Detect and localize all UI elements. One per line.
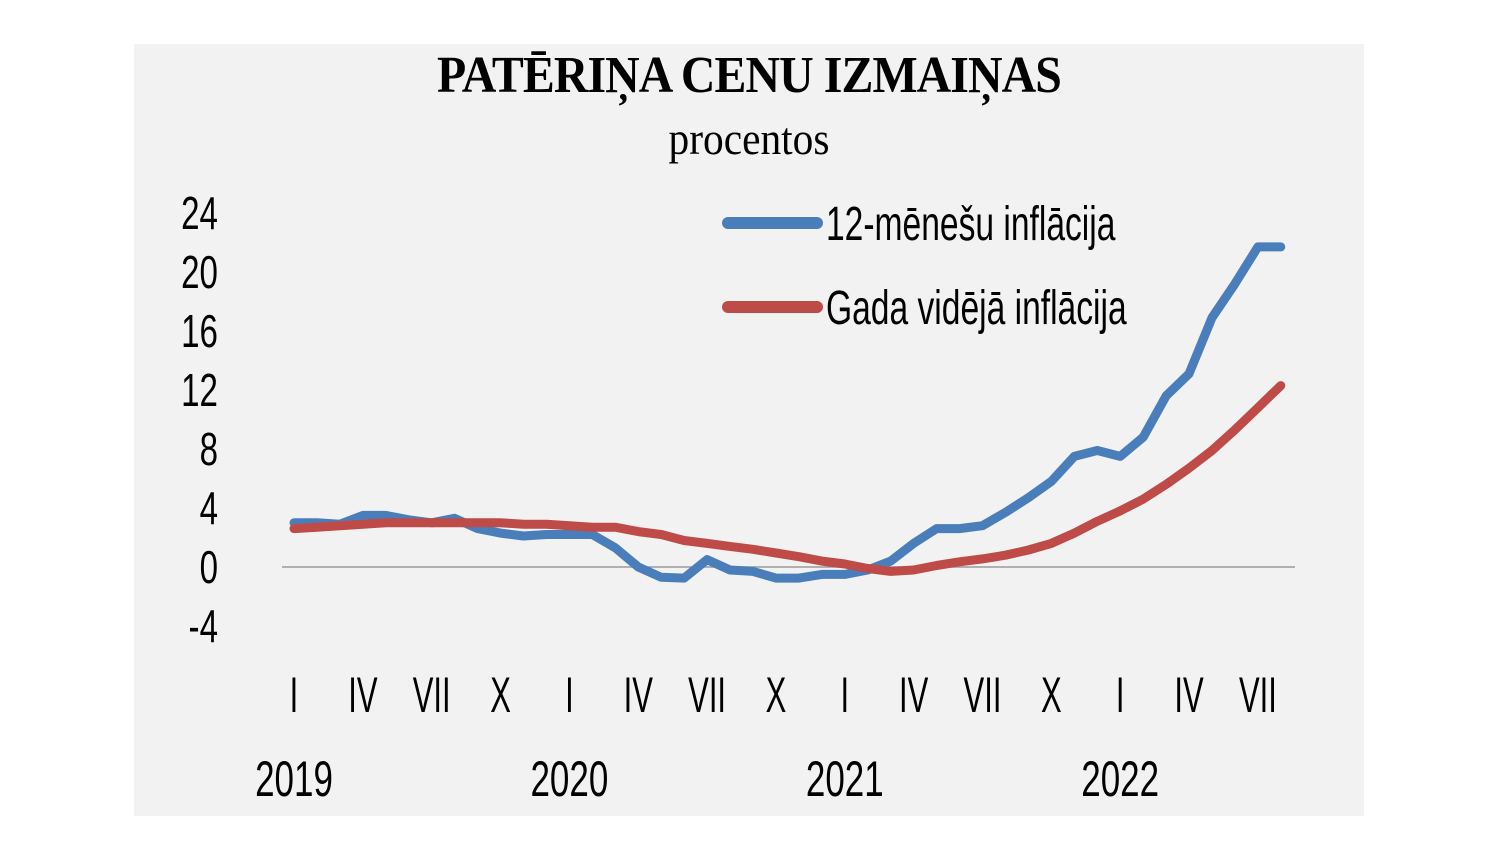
chart-title: PATĒRIŅA CENU IZMAIŅAS	[437, 47, 1062, 104]
x-month-tick-label: IV	[348, 666, 377, 722]
y-tick-label: 8	[200, 425, 218, 475]
series-annual-average-inflation-line	[289, 381, 1286, 576]
y-tick-label: 0	[200, 543, 218, 593]
x-month-tick-label: IV	[1174, 666, 1203, 722]
x-month-tick-label: I	[565, 666, 574, 722]
x-month-tick-label: VII	[413, 666, 451, 722]
x-year-label: 2021	[806, 752, 884, 808]
y-tick-label: 20	[181, 248, 218, 298]
y-tick-label: 24	[181, 189, 218, 239]
chart-panel	[134, 44, 1364, 816]
x-month-tick-label: X	[1041, 666, 1062, 722]
x-year-label: 2022	[1081, 752, 1159, 808]
series-lines	[289, 242, 1286, 583]
x-month-tick-label: VII	[688, 666, 726, 722]
legend: 12-mēnešu inflācija Gada vidējā inflācija	[722, 196, 1127, 334]
x-month-tick-label: X	[766, 666, 787, 722]
x-month-tick-label: VII	[1239, 666, 1277, 722]
series-12-month-inflation-line	[289, 242, 1286, 583]
legend-label-12-month: 12-mēnešu inflācija	[826, 196, 1116, 250]
y-tick-label: 16	[181, 307, 218, 357]
x-month-tick-label: IV	[624, 666, 653, 722]
y-tick-label: 12	[181, 366, 218, 416]
x-year-label: 2019	[255, 752, 333, 808]
x-month-tick-label: I	[1116, 666, 1125, 722]
x-year-label: 2020	[530, 752, 608, 808]
y-tick-label: 4	[200, 484, 218, 534]
y-axis: 24 20 16 12 8 4 0 -4	[181, 189, 218, 652]
legend-label-annual-average: Gada vidējā inflācija	[826, 280, 1127, 334]
chart-subtitle: procentos	[668, 113, 830, 164]
x-month-tick-label: IV	[899, 666, 928, 722]
y-tick-label: -4	[189, 602, 218, 652]
x-month-tick-label: X	[490, 666, 511, 722]
x-month-tick-label: I	[840, 666, 849, 722]
x-month-tick-label: VII	[964, 666, 1002, 722]
x-month-tick-label: I	[290, 666, 299, 722]
